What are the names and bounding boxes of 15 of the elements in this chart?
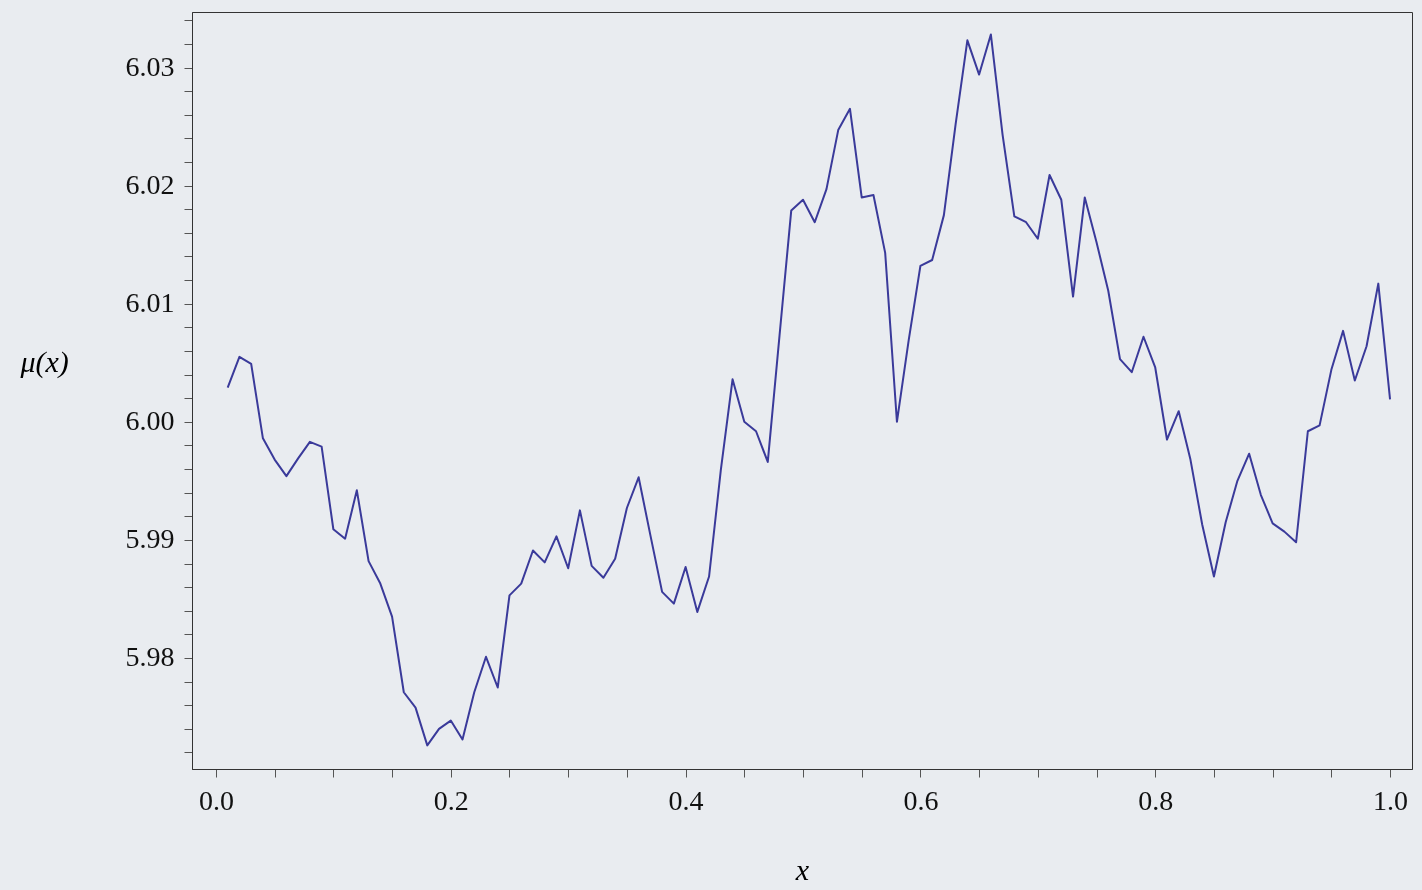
y-tick-label: 6.03: [125, 51, 175, 83]
x-tick-label: 1.0: [1373, 784, 1409, 816]
y-tick-label: 5.99: [125, 523, 175, 555]
x-tick-label: 0.4: [668, 784, 704, 816]
y-tick-label: 6.02: [125, 169, 175, 201]
x-tick-label: 0.2: [433, 784, 469, 816]
x-tick-label: 0.6: [903, 784, 939, 816]
x-axis-title: x: [794, 852, 810, 886]
y-tick-label: 5.98: [125, 641, 175, 673]
line-series: [226, 33, 1392, 747]
y-tick-label: 6.01: [125, 287, 175, 319]
x-tick-label: 0.0: [198, 784, 234, 816]
y-axis-title: μ(x): [19, 344, 69, 379]
y-tick-label: 6.00: [125, 405, 175, 437]
x-tick-label: 0.8: [1138, 784, 1174, 816]
